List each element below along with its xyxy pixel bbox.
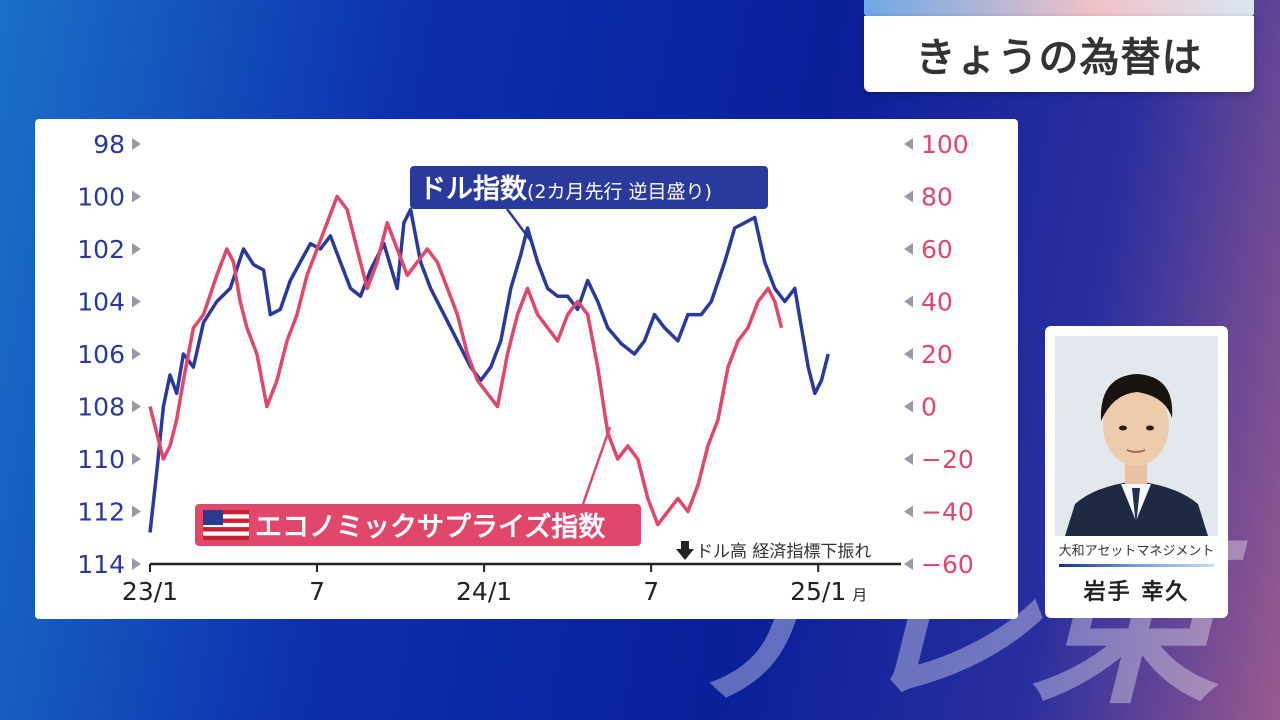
company-underline bbox=[1059, 564, 1214, 567]
surprise-index-leader-line bbox=[581, 426, 612, 505]
right-tick-arrow-icon bbox=[904, 295, 913, 308]
chart-panel: 98 100 102 104 106 108 110 112 114 100 80 60 40 20 0 −… bbox=[35, 119, 1018, 619]
flag-stripe bbox=[203, 518, 249, 523]
left-axis-tick-label: 108 bbox=[77, 393, 125, 422]
presenter-card: 大和アセットマネジメント 岩手 幸久 bbox=[1045, 326, 1228, 618]
title-accent-strip bbox=[864, 0, 1254, 16]
dual-axis-line-chart: 98 100 102 104 106 108 110 112 114 100 80 60 40 20 0 −… bbox=[77, 130, 974, 606]
left-axis-tick-label: 112 bbox=[77, 498, 125, 527]
flag-stripe bbox=[203, 535, 249, 541]
x-axis-tick-label: 23/1 bbox=[122, 577, 178, 606]
right-tick-arrow-icon bbox=[904, 505, 913, 518]
title-card: きょうの為替は bbox=[864, 16, 1254, 92]
right-axis-tick-label: −40 bbox=[921, 498, 974, 527]
right-axis-tick-label: 60 bbox=[921, 235, 953, 264]
annotation-label: ドル高 経済指標下振れ bbox=[696, 542, 871, 562]
left-tick-arrow-icon bbox=[132, 348, 141, 360]
dollar-index-label-box bbox=[410, 166, 768, 209]
dollar-index-line bbox=[148, 207, 830, 533]
flag-stripe bbox=[203, 522, 249, 528]
surprise-index-label: エコノミックサプライズ指数 bbox=[255, 511, 606, 543]
person-portrait-icon bbox=[1055, 336, 1218, 536]
right-axis-tick-label: 40 bbox=[921, 288, 953, 317]
left-tick-arrow-icon bbox=[132, 295, 141, 308]
segment-title: きょうの為替は bbox=[864, 0, 1254, 92]
dollar-index-label: ドル指数(2カ月先行 逆目盛り) bbox=[419, 174, 712, 205]
left-axis-tick-label: 114 bbox=[77, 550, 125, 579]
left-tick-arrow-icon bbox=[132, 453, 141, 465]
flag-stripe bbox=[203, 514, 249, 519]
right-tick-arrow-icon bbox=[904, 558, 913, 570]
left-tick-arrow-icon bbox=[132, 138, 141, 150]
right-tick-arrow-icon bbox=[904, 243, 913, 255]
left-tick-arrow-icon bbox=[132, 190, 141, 203]
left-axis-tick-label: 98 bbox=[93, 130, 125, 159]
right-tick-arrow-icon bbox=[904, 453, 913, 465]
us-flag-icon bbox=[203, 510, 249, 541]
flag-stripe bbox=[203, 527, 249, 532]
right-tick-arrow-icon bbox=[904, 400, 913, 413]
right-axis-tick-label: −60 bbox=[921, 550, 974, 579]
left-axis-tick-label: 102 bbox=[77, 235, 125, 264]
left-tick-arrow-icon bbox=[132, 243, 141, 255]
x-axis-tick-label: 7 bbox=[309, 577, 325, 606]
right-tick-arrow-icon bbox=[904, 348, 913, 360]
left-axis-tick-label: 100 bbox=[77, 183, 125, 212]
right-tick-arrow-icon bbox=[904, 190, 913, 203]
right-axis-tick-label: 20 bbox=[921, 340, 953, 369]
presenter-name: 岩手 幸久 bbox=[1083, 580, 1190, 605]
presenter-photo bbox=[1055, 336, 1218, 536]
left-axis-tick-label: 104 bbox=[77, 288, 125, 317]
right-axis-tick-label: 100 bbox=[921, 130, 969, 159]
surprise-index-label-box bbox=[195, 504, 641, 546]
left-axis-tick-label: 110 bbox=[77, 445, 125, 474]
right-axis-tick-label: 0 bbox=[921, 393, 937, 422]
annotation-background bbox=[677, 538, 902, 562]
presenter-company: 大和アセットマネジメント bbox=[1058, 544, 1215, 559]
dollar-index-leader-line bbox=[506, 208, 532, 242]
title-text: きょうの為替は bbox=[915, 35, 1203, 81]
right-axis-tick-label: −20 bbox=[921, 445, 974, 474]
left-tick-arrow-icon bbox=[132, 558, 141, 570]
flag-stripe bbox=[203, 531, 249, 536]
x-axis-tick-label: 7 bbox=[643, 577, 659, 606]
down-arrow-icon bbox=[676, 541, 694, 560]
left-tick-arrow-icon bbox=[132, 505, 141, 518]
x-axis-tick-label: 25/1 bbox=[790, 577, 846, 606]
flag-stripe bbox=[203, 510, 249, 515]
left-tick-arrow-icon bbox=[132, 400, 141, 413]
x-axis-unit-label: 月 bbox=[852, 586, 867, 604]
right-axis-tick-label: 80 bbox=[921, 183, 953, 212]
x-axis-tick-label: 24/1 bbox=[456, 577, 512, 606]
left-axis-tick-label: 106 bbox=[77, 340, 125, 369]
flag-canton bbox=[203, 510, 223, 525]
right-tick-arrow-icon bbox=[904, 138, 913, 150]
economic-surprise-index-line bbox=[148, 194, 784, 527]
